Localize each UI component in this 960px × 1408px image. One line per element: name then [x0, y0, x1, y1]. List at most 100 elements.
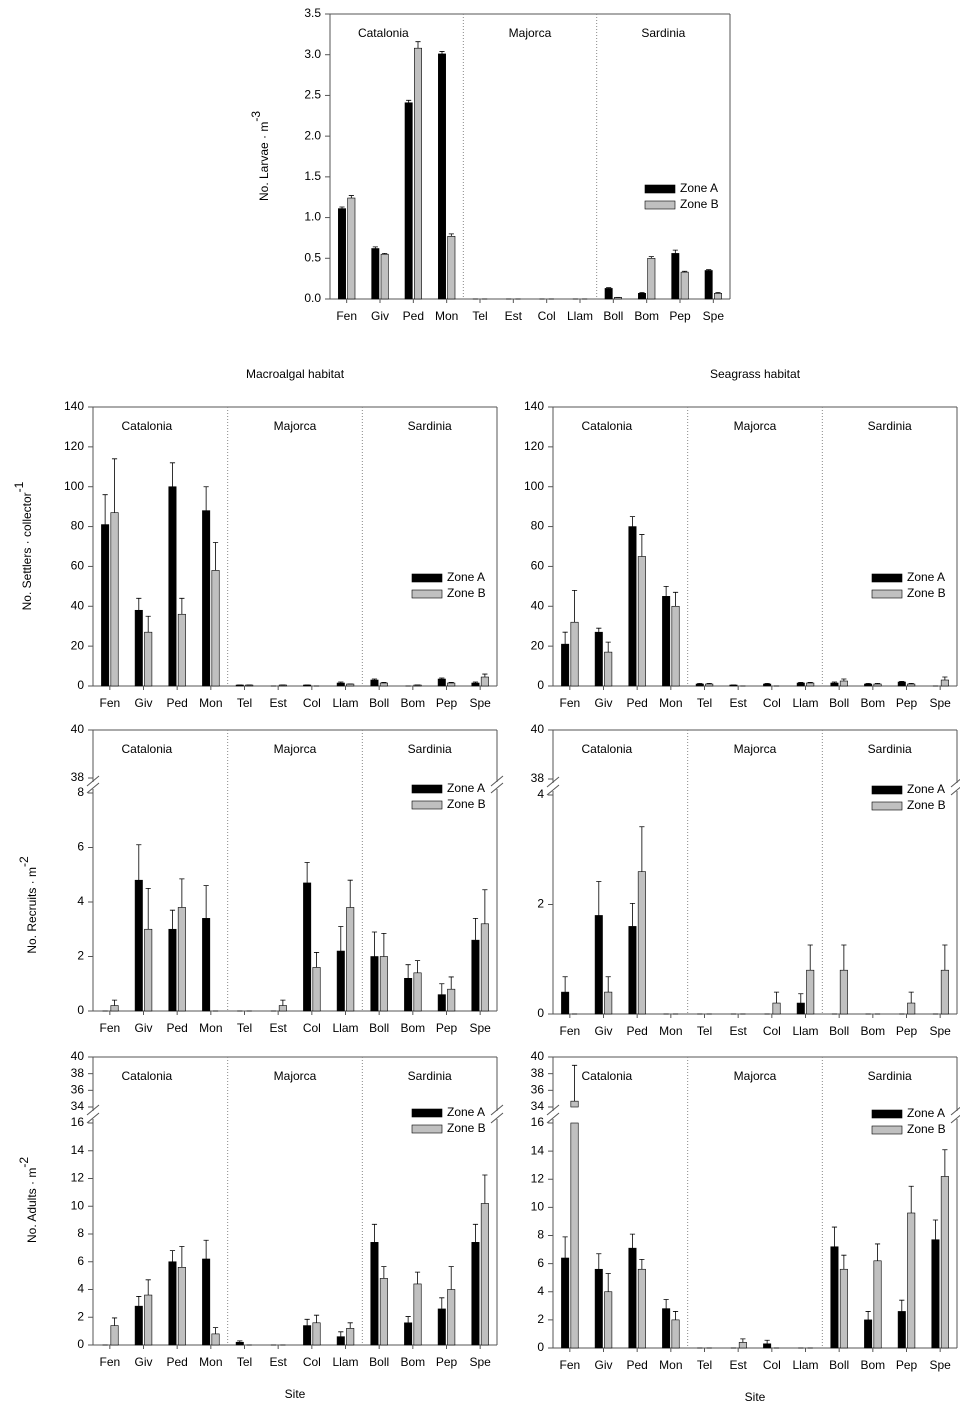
x-tick-label: Col: [763, 1024, 781, 1038]
error-bar: [831, 1226, 838, 1247]
bar: [413, 1283, 422, 1346]
bar: [437, 1308, 446, 1346]
error-bar: [899, 1299, 905, 1312]
error-bar: [304, 1318, 310, 1326]
x-tick-label: Col: [303, 1021, 321, 1035]
bar: [637, 556, 646, 687]
x-tick-label: Spe: [469, 1021, 491, 1035]
x-tick-label: Mon: [659, 1024, 682, 1038]
axis-break: [950, 778, 960, 788]
error-bar: [448, 976, 454, 990]
y-axis-label-exponent: -2: [17, 1157, 31, 1168]
error-bar: [798, 682, 804, 684]
y-tick-label: 20: [71, 638, 85, 652]
error-bar: [831, 681, 838, 684]
error-bar: [405, 964, 411, 979]
legend-label: Zone A: [907, 782, 945, 796]
bar: [303, 1325, 312, 1346]
error-bar: [381, 932, 387, 957]
x-axis-label: Site: [285, 1387, 306, 1401]
error-bar: [338, 926, 344, 952]
error-bar: [663, 1299, 669, 1309]
error-bar: [672, 1311, 679, 1320]
bar: [413, 972, 422, 1012]
bar: [680, 271, 689, 300]
error-bar: [942, 1149, 948, 1177]
y-tick-label: 34: [531, 1099, 545, 1113]
x-tick-label: Est: [505, 309, 523, 323]
bar: [796, 682, 805, 687]
error-bar: [405, 1316, 411, 1323]
y-tick-label: 40: [531, 598, 545, 612]
y-tick-label: 8: [77, 1226, 84, 1240]
legend-swatch: [871, 1125, 903, 1135]
bar: [480, 923, 489, 1012]
bar: [101, 524, 110, 687]
x-tick-label: Spe: [469, 696, 491, 710]
axis-break: [86, 782, 100, 794]
y-tick-label: 0: [537, 1340, 544, 1354]
region-label: Catalonia: [122, 419, 173, 433]
y-axis-label-exponent: -1: [12, 481, 26, 492]
bar: [806, 682, 815, 687]
bar: [873, 683, 882, 687]
error-bar: [740, 1338, 746, 1343]
region-label: Catalonia: [582, 1069, 633, 1083]
bar: [379, 956, 388, 1012]
error-bar: [663, 585, 669, 597]
bar: [480, 676, 489, 687]
bar: [202, 918, 211, 1012]
axis-break: [546, 1112, 560, 1124]
x-tick-label: Tel: [237, 1021, 252, 1035]
error-bar: [169, 1250, 176, 1262]
y-tick-label: 140: [524, 399, 544, 413]
legend-label: Zone A: [447, 781, 485, 795]
axis-break: [546, 784, 560, 796]
error-bar: [571, 589, 578, 623]
y-tick-label: 36: [71, 1083, 85, 1097]
x-tick-label: Ped: [403, 309, 424, 323]
bar: [346, 907, 355, 1012]
y-tick-label: 40: [71, 722, 85, 736]
error-bar: [648, 256, 654, 259]
x-tick-label: Mon: [659, 696, 682, 710]
region-label: Majorca: [734, 742, 777, 756]
error-bar: [212, 1327, 219, 1334]
error-bar: [841, 678, 847, 682]
y-axis-label-text: No. Settlers · collector: [20, 492, 34, 610]
region-label: Sardinia: [868, 742, 912, 756]
error-bar: [764, 1339, 770, 1344]
x-tick-label: Ped: [626, 696, 647, 710]
error-bar: [932, 1219, 939, 1240]
x-tick-label: Bom: [860, 696, 885, 710]
x-tick-label: Tel: [237, 696, 252, 710]
y-tick-label: 80: [71, 519, 85, 533]
error-bar: [237, 1340, 243, 1343]
x-tick-label: Tel: [697, 1024, 712, 1038]
bar: [806, 969, 815, 1015]
y-tick-label: 40: [71, 598, 85, 612]
error-bar: [203, 486, 209, 511]
bar: [830, 1246, 839, 1349]
bar: [347, 197, 356, 300]
x-tick-label: Pep: [669, 309, 691, 323]
error-bar: [179, 597, 185, 615]
x-tick-label: Spe: [929, 696, 951, 710]
legend-label: Zone A: [680, 181, 718, 195]
bar: [437, 678, 446, 687]
y-tick-label: 3.5: [304, 6, 321, 20]
y-tick-label: 2.0: [304, 128, 321, 142]
bar: [705, 683, 714, 687]
x-tick-label: Giv: [595, 1024, 613, 1038]
y-tick-label: 16: [71, 1115, 85, 1129]
y-tick-label: 4: [77, 894, 84, 908]
error-bar: [908, 1185, 914, 1213]
error-bar: [472, 917, 479, 941]
y-tick-label: 60: [531, 559, 545, 573]
error-bar: [596, 1253, 602, 1270]
axis-break: [86, 1104, 100, 1116]
x-tick-label: Tel: [472, 309, 487, 323]
bar: [177, 613, 186, 687]
x-tick-label: Spe: [703, 309, 725, 323]
y-axis-label-text: No. Larvae · m: [257, 122, 271, 201]
